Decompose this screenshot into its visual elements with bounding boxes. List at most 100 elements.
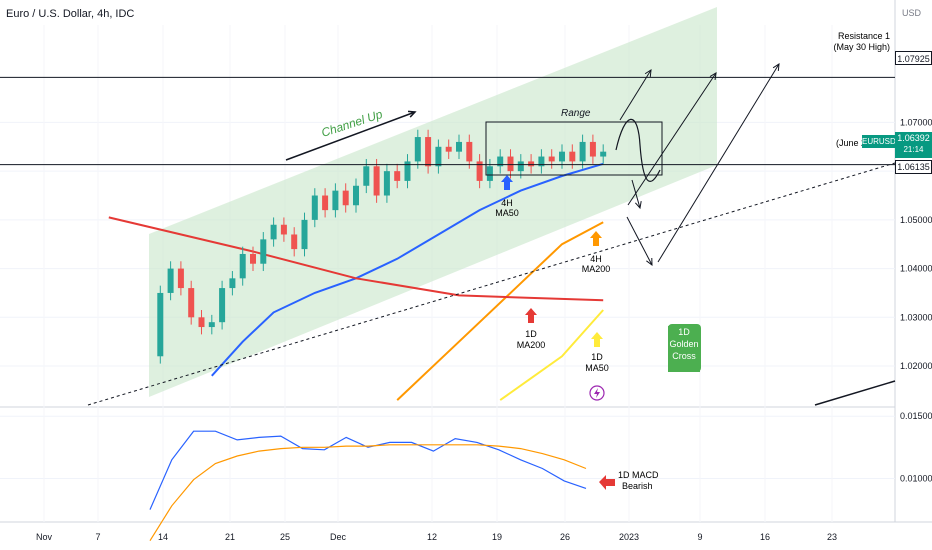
currency-label: USD xyxy=(902,8,922,18)
projection-arrow-3-head xyxy=(646,257,653,267)
candle-body xyxy=(507,156,514,172)
candle-body xyxy=(497,156,504,167)
golden-cross-box xyxy=(668,324,701,372)
projection-arrow-1-head xyxy=(644,69,652,78)
candle-body xyxy=(517,161,524,172)
dashed-support-trendline xyxy=(87,162,896,406)
projection-arrow-4-head xyxy=(709,72,717,81)
candle-body xyxy=(569,151,576,162)
ma50-1d-label-1: 1D xyxy=(591,352,603,362)
candle-body xyxy=(445,146,452,152)
candle-body xyxy=(167,268,174,293)
candle-body xyxy=(301,219,308,250)
time-axis[interactable]: Nov 7 14 21 25 Dec 12 19 26 2023 9 16 23 xyxy=(36,532,837,542)
chart-drawings xyxy=(0,63,896,490)
candle-body xyxy=(579,141,586,162)
ma200-4h-marker xyxy=(590,231,602,246)
time-tick-label: 12 xyxy=(427,532,437,542)
ma200-1d-label-2: MA200 xyxy=(517,340,546,350)
ma50-4h-marker xyxy=(501,175,513,190)
time-tick-label: Dec xyxy=(330,532,347,542)
candle-body xyxy=(270,224,277,240)
ma50-1d-label-2: MA50 xyxy=(585,363,609,373)
candle-body xyxy=(363,166,370,186)
candle-body xyxy=(414,137,421,162)
candle-body xyxy=(260,239,267,264)
time-tick-label: Nov xyxy=(36,532,53,542)
candle-body xyxy=(425,137,432,167)
symbol-title[interactable]: Euro / U.S. Dollar, 4h, IDC xyxy=(6,8,134,20)
candle-body xyxy=(322,195,329,211)
candle-body xyxy=(435,146,442,167)
ma50-4h-label-1: 4H xyxy=(501,198,513,208)
candle-body xyxy=(177,268,184,289)
candle-body xyxy=(250,253,256,264)
candle-body xyxy=(188,288,195,318)
time-tick-label: 9 xyxy=(697,532,702,542)
price-tick-label: 1.03000 xyxy=(900,312,932,322)
time-tick-label: 16 xyxy=(760,532,770,542)
golden-cross-label-2: Golden xyxy=(669,339,698,349)
projection-arrow-5-head xyxy=(772,63,780,72)
ma-line-4h-ma50 xyxy=(211,162,604,377)
current-price-value: 1.06392 xyxy=(897,133,930,143)
projection-arrow-3 xyxy=(626,216,653,266)
macd-tick-label: 0.01000 xyxy=(900,473,932,483)
price-tick-label: 1.05000 xyxy=(900,215,932,225)
channel-up-zone xyxy=(149,7,717,397)
candle-body xyxy=(528,161,535,167)
bar-countdown: 21:14 xyxy=(903,145,924,154)
candle-body xyxy=(456,141,462,152)
time-tick-label: 26 xyxy=(560,532,570,542)
macd-label-2: Bearish xyxy=(622,481,653,491)
time-tick-label: 25 xyxy=(280,532,290,542)
range-wave-path xyxy=(615,118,661,182)
resistance-price-tag: 1.07925 xyxy=(895,51,932,65)
candle-body xyxy=(548,156,555,162)
candle-body xyxy=(476,161,483,181)
projection-arrow-4 xyxy=(627,72,717,206)
ma50-1d-marker xyxy=(591,332,603,347)
channel-direction-arrow-head xyxy=(407,110,417,118)
projection-arrow-5 xyxy=(657,63,780,263)
moving-average-lines xyxy=(108,162,604,401)
macd-marker xyxy=(599,475,615,490)
candle-body xyxy=(538,156,545,167)
macd-tick-label: 0.01500 xyxy=(900,411,932,421)
macd-macd-line xyxy=(149,430,587,510)
resistance-label-1: Resistance 1 xyxy=(838,31,890,41)
support-label: (June 2 xyxy=(836,138,866,148)
projection-arrow-2-head xyxy=(634,201,642,210)
support-price-tag: 1.06135 xyxy=(895,160,932,174)
candle-body xyxy=(342,190,349,206)
candle-body xyxy=(600,151,607,157)
macd-label-1: 1D MACD xyxy=(618,470,659,480)
candle-body xyxy=(589,141,596,157)
candle-body xyxy=(353,185,359,206)
candle-body xyxy=(229,278,236,289)
candle-body xyxy=(280,224,287,235)
ma200-4h-label-1: 4H xyxy=(590,254,602,264)
price-tick-label: 1.02000 xyxy=(900,361,932,371)
time-tick-label: 21 xyxy=(225,532,235,542)
support-trendline-extension xyxy=(814,380,896,406)
time-tick-label: 7 xyxy=(95,532,100,542)
ma-line-1d-ma50 xyxy=(499,309,604,401)
time-tick-label: 19 xyxy=(492,532,502,542)
current-price-tag: 1.06392 21:14 xyxy=(895,132,932,158)
candle-body xyxy=(332,190,339,211)
ma200-1d-label-1: 1D xyxy=(525,329,537,339)
candle-body xyxy=(373,166,380,196)
candle-body xyxy=(208,322,215,328)
symbol-price-tag[interactable]: EURUSD xyxy=(862,135,896,148)
ma200-4h-label-2: MA200 xyxy=(582,264,611,274)
candle-body xyxy=(394,171,401,181)
projection-arrow-2 xyxy=(631,179,641,209)
resistance-label-2: (May 30 High) xyxy=(833,42,890,52)
lightning-icon[interactable] xyxy=(589,385,605,401)
time-tick-label: 2023 xyxy=(619,532,639,542)
candle-body xyxy=(383,171,390,196)
candle-body xyxy=(404,161,411,181)
candle-body xyxy=(239,253,246,279)
candle-body xyxy=(466,141,473,162)
